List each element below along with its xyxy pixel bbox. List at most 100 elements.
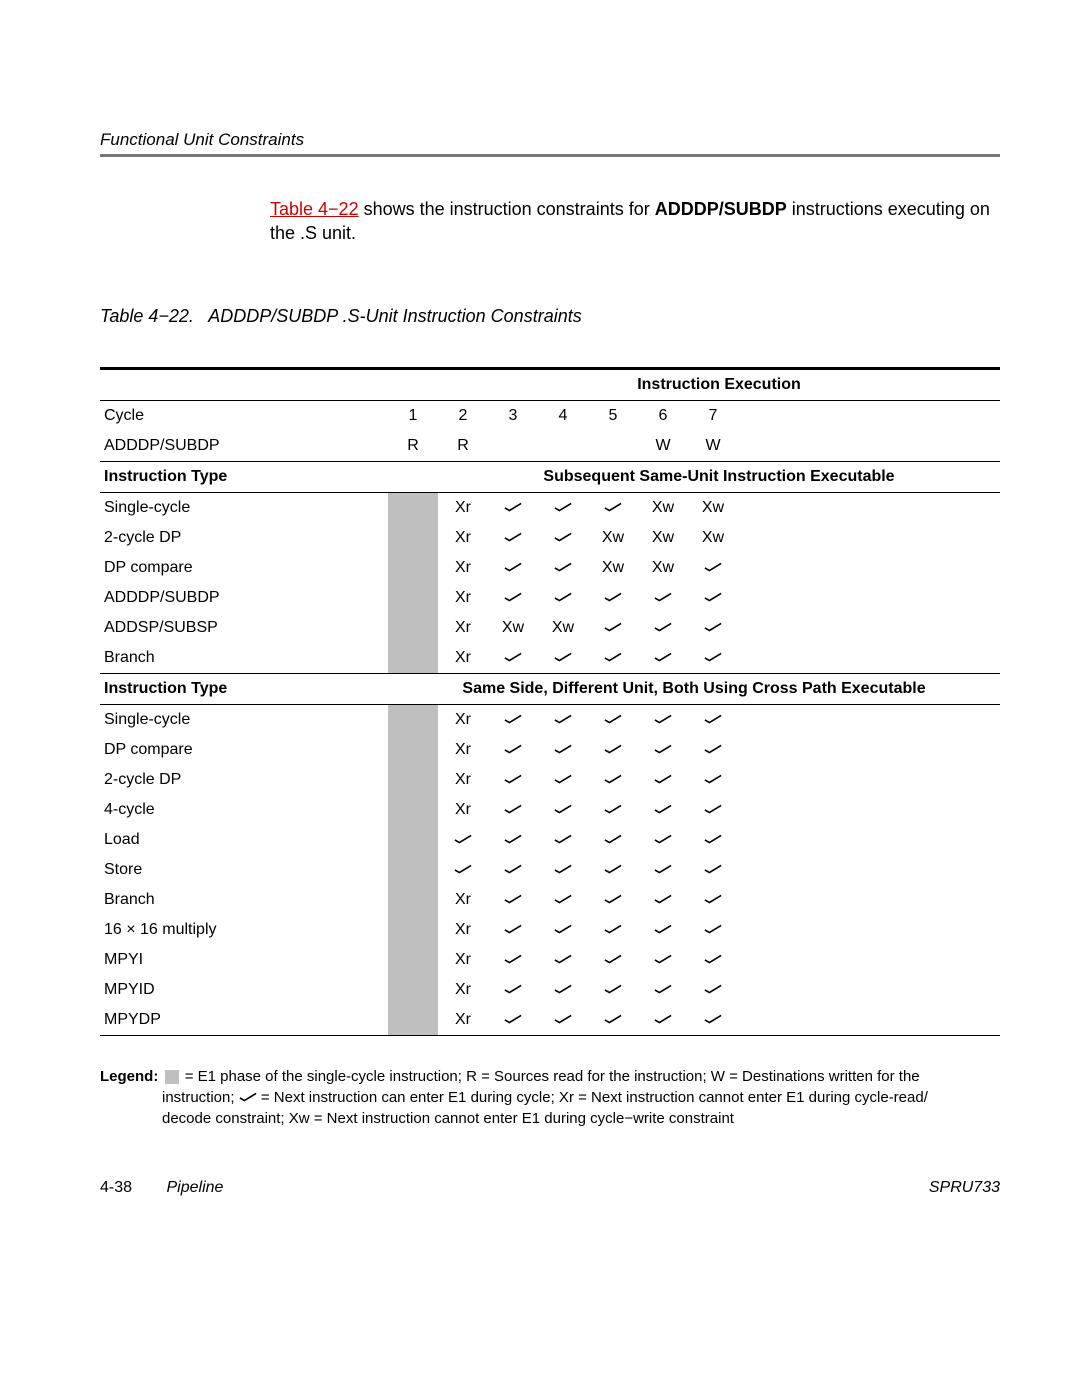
constraint-cell: Xr: [438, 735, 488, 765]
legend-line2b: = Next instruction can enter E1 during c…: [257, 1089, 928, 1106]
doc-id: SPRU733: [929, 1179, 1000, 1197]
constraint-cell: [588, 1005, 638, 1036]
constraint-cell: [638, 975, 688, 1005]
check-icon: [454, 834, 472, 844]
constraint-cell: [638, 855, 688, 885]
constraint-cell: Xr: [438, 704, 488, 735]
rw-5: [588, 431, 638, 462]
legend-line2a: instruction;: [162, 1089, 239, 1106]
legend-line1: = E1 phase of the single-cycle instructi…: [185, 1068, 920, 1085]
table-row: 4-cycleXr: [100, 795, 1000, 825]
check-icon: [504, 984, 522, 994]
constraint-cell: [488, 735, 538, 765]
check-icon: [504, 924, 522, 934]
constraint-cell: [488, 945, 538, 975]
check-icon: [654, 622, 672, 632]
constraint-cell: Xr: [438, 523, 488, 553]
check-icon: [654, 984, 672, 994]
check-icon: [504, 562, 522, 572]
row-label: 16 × 16 multiply: [100, 915, 388, 945]
check-icon: [604, 924, 622, 934]
constraint-cell: [638, 613, 688, 643]
table-row: 2-cycle DPXrXwXwXw: [100, 523, 1000, 553]
legend-line3: decode constraint; Xw = Next instruction…: [162, 1110, 734, 1127]
shaded-cell: [388, 583, 438, 613]
shaded-cell: [388, 975, 438, 1005]
constraint-cell: [488, 553, 538, 583]
page-number: 4-38: [100, 1179, 132, 1196]
table-row: Load: [100, 825, 1000, 855]
page-footer: 4-38 Pipeline SPRU733: [100, 1179, 1000, 1197]
constraint-cell: [538, 704, 588, 735]
constraint-cell: Xw: [588, 523, 638, 553]
check-icon: [604, 984, 622, 994]
constraint-cell: [538, 523, 588, 553]
constraint-cell: [688, 885, 738, 915]
check-icon: [454, 864, 472, 874]
constraint-cell: [588, 704, 638, 735]
check-icon: [604, 804, 622, 814]
check-icon: [654, 714, 672, 724]
constraint-cell: [588, 975, 638, 1005]
check-icon: [554, 532, 572, 542]
constraint-cell: [688, 643, 738, 674]
constraint-cell: [538, 1005, 588, 1036]
constraint-cell: Xw: [638, 523, 688, 553]
check-icon: [604, 894, 622, 904]
constraint-cell: [588, 855, 638, 885]
chapter-name: Pipeline: [166, 1179, 223, 1196]
constraint-cell: [638, 735, 688, 765]
check-icon: [604, 864, 622, 874]
table-row: MPYIXr: [100, 945, 1000, 975]
constraint-cell: Xr: [438, 795, 488, 825]
constraint-cell: Xr: [438, 885, 488, 915]
constraint-cell: [538, 735, 588, 765]
check-icon: [554, 652, 572, 662]
constraint-cell: [488, 915, 538, 945]
row-label: Branch: [100, 643, 388, 674]
shaded-cell: [388, 704, 438, 735]
constraint-cell: [638, 765, 688, 795]
constraint-cell: [638, 583, 688, 613]
constraint-cell: [588, 735, 638, 765]
table-row: ADDDP/SUBDPXr: [100, 583, 1000, 613]
constraint-cell: [538, 765, 588, 795]
header-rule: [100, 154, 1000, 157]
constraint-cell: [638, 704, 688, 735]
check-icon: [654, 1014, 672, 1024]
cycle-3: 3: [488, 400, 538, 431]
constraint-cell: [688, 945, 738, 975]
row-label: ADDSP/SUBSP: [100, 613, 388, 643]
constraint-cell: [688, 825, 738, 855]
legend-shade-icon: [165, 1070, 179, 1084]
rw-1: R: [388, 431, 438, 462]
check-icon: [654, 652, 672, 662]
table-reference-link[interactable]: Table 4−22: [270, 199, 359, 219]
constraint-cell: [488, 643, 538, 674]
shaded-cell: [388, 795, 438, 825]
constraint-cell: Xw: [638, 492, 688, 523]
constraint-cell: [588, 795, 638, 825]
check-icon: [504, 894, 522, 904]
constraint-cell: [588, 613, 638, 643]
constraint-cell: [538, 975, 588, 1005]
constraint-cell: Xr: [438, 553, 488, 583]
check-icon: [704, 592, 722, 602]
check-icon: [704, 774, 722, 784]
intro-text-1: shows the instruction constraints for: [359, 199, 655, 219]
shaded-cell: [388, 1005, 438, 1036]
constraint-cell: Xw: [688, 523, 738, 553]
check-icon: [554, 774, 572, 784]
row-label: ADDDP/SUBDP: [100, 583, 388, 613]
constraint-cell: [588, 945, 638, 975]
section-header: Functional Unit Constraints: [100, 130, 1000, 150]
check-icon: [504, 864, 522, 874]
constraint-cell: [638, 795, 688, 825]
shaded-cell: [388, 735, 438, 765]
constraint-cell: [588, 885, 638, 915]
table-row: DP compareXrXwXw: [100, 553, 1000, 583]
check-icon: [604, 744, 622, 754]
check-icon: [504, 592, 522, 602]
constraint-cell: [538, 885, 588, 915]
check-icon: [704, 834, 722, 844]
